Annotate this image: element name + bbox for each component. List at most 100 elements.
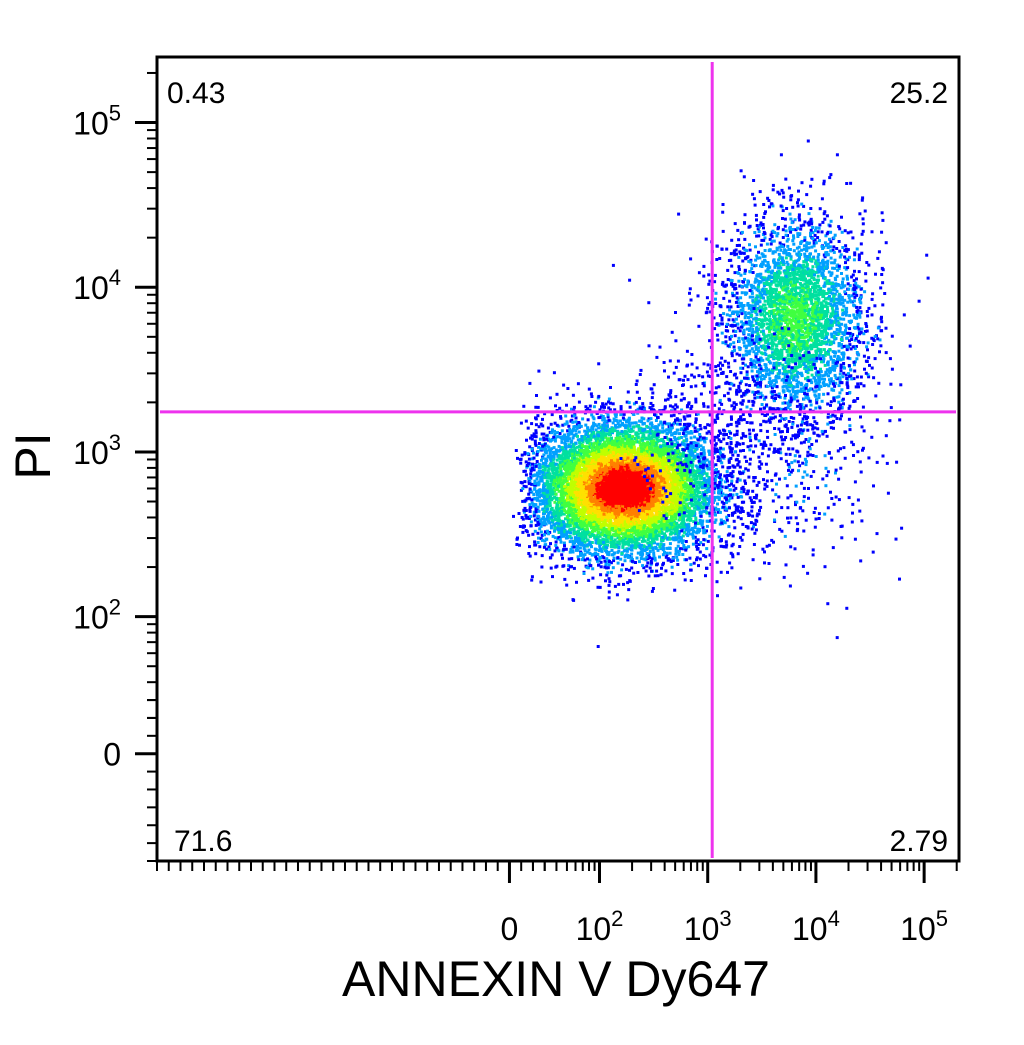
event-dot: [817, 517, 821, 520]
event-dot: [557, 463, 561, 467]
event-dot: [547, 545, 551, 549]
event-dot: [682, 472, 686, 476]
event-dot: [640, 407, 644, 411]
event-dot: [674, 552, 678, 556]
event-dot: [612, 529, 616, 533]
event-dot: [727, 459, 731, 463]
event-dot: [528, 381, 532, 385]
event-dot: [575, 465, 579, 469]
event-dot: [579, 424, 583, 428]
event-dot: [553, 500, 557, 504]
event-dot: [520, 516, 524, 519]
event-dot: [602, 455, 606, 459]
event-dot: [576, 472, 580, 476]
event-dot: [571, 449, 575, 453]
event-dot: [650, 541, 654, 545]
event-dot: [555, 392, 559, 396]
event-dot: [516, 536, 519, 540]
event-dot: [708, 413, 712, 417]
event-dot: [512, 514, 515, 518]
event-dot: [648, 566, 652, 570]
event-dot: [554, 450, 558, 454]
event-dot: [733, 526, 737, 530]
event-dot: [721, 492, 725, 496]
event-dot: [691, 424, 695, 428]
event-dot: [718, 459, 722, 463]
event-dot: [648, 506, 652, 510]
event-dot: [522, 510, 526, 514]
event-dot: [645, 530, 649, 534]
event-dot: [753, 531, 757, 535]
event-dot: [517, 512, 521, 515]
event-dot: [603, 548, 607, 552]
event-dot: [737, 421, 741, 425]
event-dot: [626, 426, 630, 430]
event-dot: [736, 477, 740, 481]
event-dot: [585, 565, 589, 569]
event-dot: [561, 435, 565, 439]
event-dot: [735, 480, 739, 484]
event-dot: [673, 432, 677, 436]
event-dot: [587, 562, 591, 566]
event-dot: [619, 407, 623, 411]
event-dot: [564, 439, 567, 442]
event-dot: [614, 542, 617, 546]
event-dot: [618, 539, 622, 543]
event-dot: [698, 502, 702, 505]
event-dot: [720, 485, 724, 489]
event-dot: [678, 547, 682, 551]
event-dot: [682, 501, 686, 505]
event-dot: [587, 578, 591, 582]
event-dot: [536, 483, 540, 487]
event-dot: [716, 472, 720, 475]
event-dot: [569, 483, 573, 487]
event-dot: [640, 539, 644, 543]
event-dot: [569, 494, 573, 498]
event-dot: [545, 509, 549, 513]
event-dot: [566, 520, 570, 524]
event-dot: [553, 429, 556, 433]
event-dot: [605, 538, 609, 542]
event-dot: [683, 522, 687, 526]
event-dot: [536, 531, 540, 535]
event-dot: [584, 433, 588, 437]
event-dot: [642, 557, 646, 561]
event-dot: [663, 532, 666, 536]
event-dot: [571, 501, 575, 505]
event-dot: [688, 501, 692, 505]
event-dot: [589, 543, 593, 547]
event-dot: [550, 413, 554, 417]
event-dot: [716, 470, 720, 474]
event-dot: [574, 484, 578, 487]
event-dot: [687, 449, 691, 453]
event-dot: [644, 569, 648, 573]
event-dot: [650, 557, 654, 561]
event-dot: [597, 563, 600, 567]
event-dot: [705, 472, 709, 476]
event-dot: [559, 457, 563, 461]
event-dot: [596, 442, 599, 446]
event-dot: [546, 486, 550, 490]
event-dot: [564, 536, 568, 540]
event-dot: [612, 556, 616, 560]
event-dot: [639, 547, 643, 551]
event-dot: [677, 473, 681, 477]
event-dot: [684, 540, 688, 543]
event-dot: [717, 535, 721, 539]
event-dot: [555, 510, 558, 514]
event-dot: [679, 468, 683, 472]
event-dot: [622, 418, 626, 422]
event-dot: [547, 448, 551, 452]
event-dot: [705, 431, 709, 435]
event-dot: [548, 396, 552, 400]
event-dot: [628, 436, 632, 440]
event-dot: [661, 553, 665, 557]
event-dot: [559, 463, 562, 467]
event-dot: [656, 548, 660, 552]
event-dot: [720, 461, 724, 465]
event-dot: [707, 502, 711, 506]
event-dot: [588, 436, 592, 439]
event-dot: [536, 492, 540, 496]
event-dot: [603, 424, 607, 428]
event-dot: [743, 479, 747, 483]
